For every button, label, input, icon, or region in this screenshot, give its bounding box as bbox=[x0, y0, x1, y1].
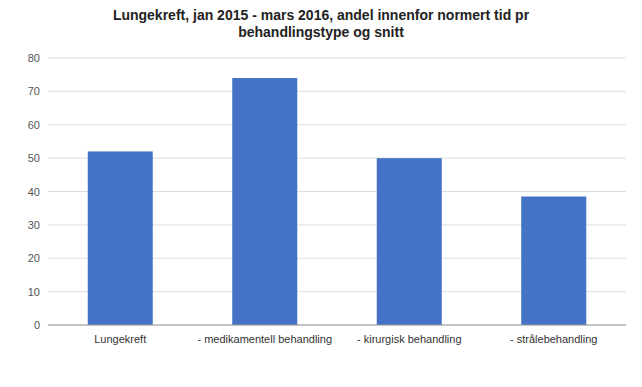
y-tick-label: 40 bbox=[28, 186, 40, 198]
grid-line bbox=[48, 58, 626, 59]
title: Lungekreft, jan 2015 - mars 2016, andel … bbox=[113, 7, 530, 40]
x-tick-label-line: - strålebehandling bbox=[510, 333, 597, 345]
bar bbox=[521, 197, 586, 325]
y-tick-label: 20 bbox=[28, 252, 40, 264]
bars bbox=[88, 78, 587, 325]
grid-line bbox=[48, 91, 626, 92]
x-tick-label-line: Lungekreft bbox=[94, 333, 146, 345]
y-tick-label: 0 bbox=[34, 319, 40, 331]
y-tick-label: 70 bbox=[28, 85, 40, 97]
grid-line bbox=[48, 124, 626, 125]
y-tick-label: 30 bbox=[28, 219, 40, 231]
title-line: Lungekreft, jan 2015 - mars 2016, andel … bbox=[113, 7, 530, 23]
title-line: behandlingstype og snitt bbox=[238, 24, 404, 40]
y-tick-label: 10 bbox=[28, 286, 40, 298]
chart: Lungekreft, jan 2015 - mars 2016, andel … bbox=[0, 0, 642, 387]
bar bbox=[377, 158, 442, 325]
x-tick-label: Lungekreft bbox=[94, 333, 146, 345]
grid bbox=[48, 58, 626, 325]
x-tick-label-line: - kirurgisk behandling bbox=[357, 333, 462, 345]
x-tick-label: - medikamentell behandling bbox=[197, 333, 332, 345]
bar bbox=[232, 78, 297, 325]
x-tick-label-line: - medikamentell behandling bbox=[197, 333, 332, 345]
y-tick-label: 50 bbox=[28, 152, 40, 164]
y-tick-label: 60 bbox=[28, 119, 40, 131]
y-tick-label: 80 bbox=[28, 52, 40, 64]
x-axis-line bbox=[48, 325, 626, 326]
x-tick-label: - kirurgisk behandling bbox=[357, 333, 462, 345]
bar bbox=[88, 151, 153, 325]
x-tick-label: - strålebehandling bbox=[510, 333, 597, 345]
grid-line bbox=[48, 325, 626, 326]
